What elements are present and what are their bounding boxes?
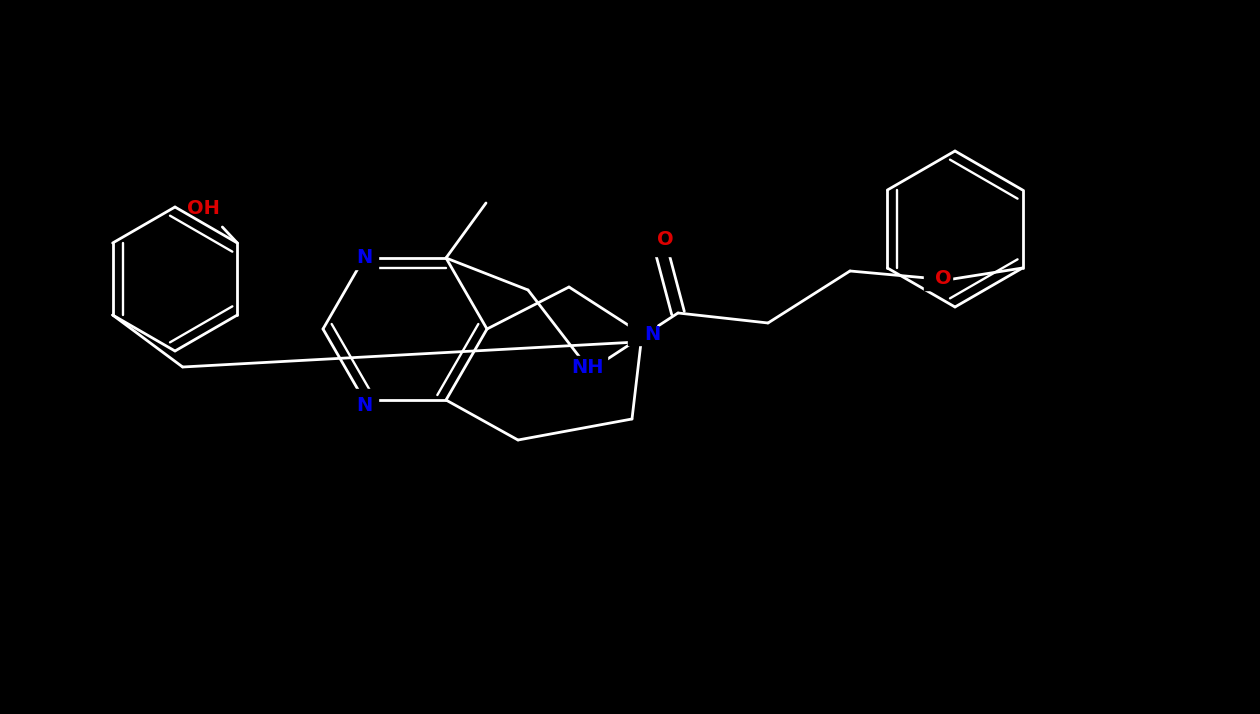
- Text: N: N: [355, 396, 372, 415]
- Text: OH: OH: [186, 198, 219, 218]
- Text: NH: NH: [572, 358, 605, 378]
- Bar: [570, 356, 607, 380]
- Text: O: O: [935, 269, 951, 288]
- Text: N: N: [355, 248, 372, 268]
- Bar: [350, 389, 378, 411]
- Bar: [350, 247, 378, 269]
- Text: N: N: [644, 324, 660, 343]
- Bar: [924, 268, 953, 290]
- Bar: [646, 234, 674, 256]
- Text: O: O: [656, 231, 673, 249]
- Bar: [627, 323, 656, 345]
